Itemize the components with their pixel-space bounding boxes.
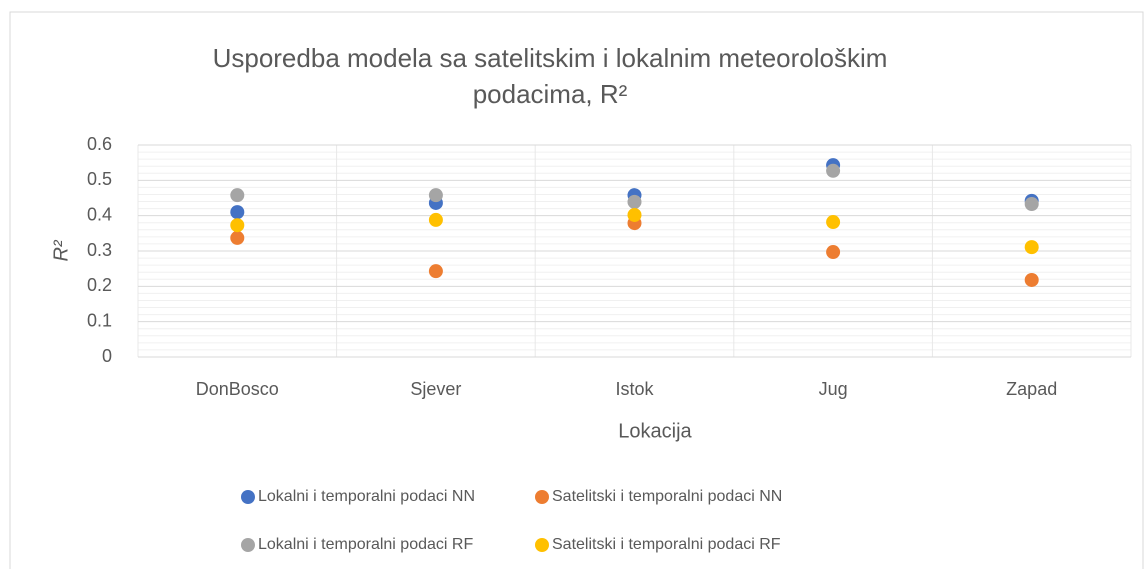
point: [627, 194, 642, 209]
y-tick-label: 0: [102, 346, 112, 366]
legend-label: Satelitski i temporalni podaci NN: [552, 488, 782, 505]
point: [1024, 197, 1039, 212]
point: [230, 218, 245, 233]
x-tick-label: Zapad: [1006, 379, 1057, 399]
point: [428, 188, 443, 203]
legend-marker: [241, 490, 255, 504]
x-tick-label: Jug: [819, 379, 848, 399]
y-tick-label: 0.1: [87, 310, 112, 330]
chart-title: Usporedba modela sa satelitskim i lokaln…: [212, 43, 888, 109]
x-tick-label: Istok: [615, 379, 654, 399]
y-tick-label: 0.3: [87, 240, 112, 260]
y-tick-label: 0.5: [87, 169, 112, 189]
point: [428, 264, 443, 279]
point: [230, 205, 245, 220]
point: [826, 215, 841, 230]
legend-label: Lokalni i temporalni podaci RF: [258, 536, 473, 553]
x-tick-label: DonBosco: [196, 379, 279, 399]
x-tick-label: Sjever: [410, 379, 461, 399]
y-tick-label: 0.6: [87, 134, 112, 154]
point: [1024, 272, 1039, 287]
point: [627, 207, 642, 222]
point: [428, 212, 443, 227]
legend-label: Lokalni i temporalni podaci NN: [258, 488, 475, 505]
legend-label: Satelitski i temporalni podaci RF: [552, 536, 781, 553]
legend-marker: [535, 490, 549, 504]
x-axis-label: Lokacija: [618, 420, 692, 442]
legend-marker: [535, 538, 549, 552]
point: [230, 188, 245, 203]
legend-marker: [241, 538, 255, 552]
point: [1024, 240, 1039, 255]
y-tick-label: 0.4: [87, 204, 112, 224]
point: [230, 230, 245, 245]
chart-border: [9, 11, 1144, 569]
y-tick-label: 0.2: [87, 275, 112, 295]
point: [826, 245, 841, 260]
point: [826, 163, 841, 178]
y-axis-label: R²: [50, 239, 72, 261]
